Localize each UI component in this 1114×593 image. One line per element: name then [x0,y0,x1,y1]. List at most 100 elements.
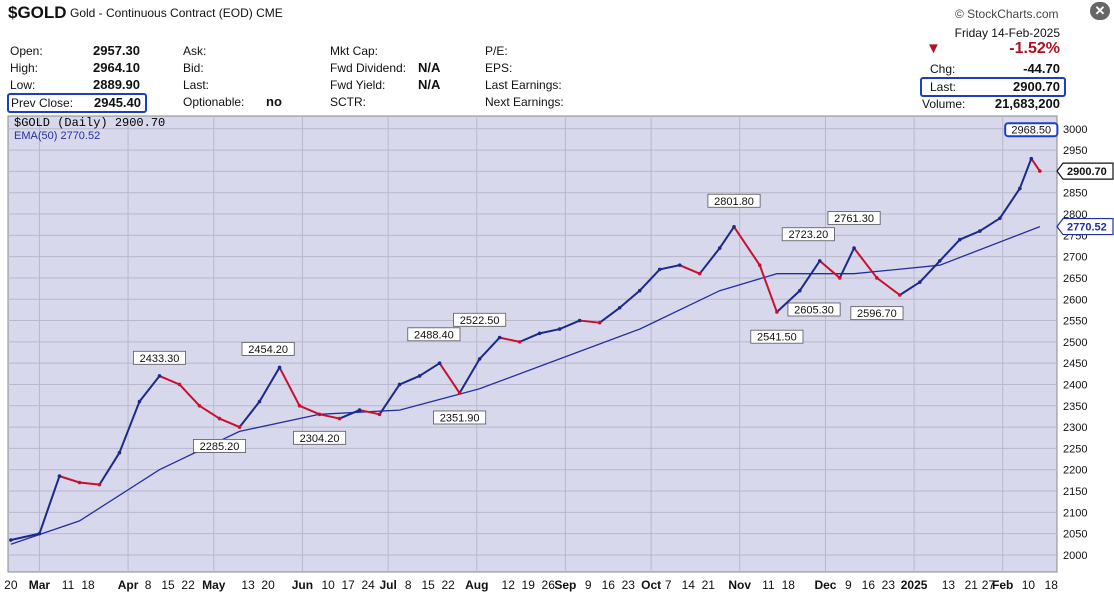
open-label: Open: [10,44,43,58]
price-point [157,374,162,378]
y-tick-label: 2300 [1063,422,1087,434]
pe-label: P/E: [485,44,508,58]
price-point [197,403,202,408]
fwd-yield-value: N/A [418,77,441,92]
x-tick-label: 17 [341,578,355,592]
price-segment [733,226,761,266]
price-point [577,318,582,323]
x-tick-label: Dec [814,578,836,592]
quote-panel: Open: 2957.30 High: 2964.10 Low: 2889.90… [7,25,1066,113]
price-point [417,374,422,378]
price-point [852,246,856,250]
x-tick-label: 12 [502,578,516,592]
x-tick-label: 21 [965,578,979,592]
price-point [317,412,322,417]
price-point [557,327,562,331]
x-tick-label: 20 [4,578,18,592]
x-tick-label: 8 [405,578,412,592]
x-tick-label: 9 [585,578,592,592]
grid-lines [8,128,1057,556]
last-price-tag-label: 2900.70 [1067,166,1107,178]
price-segment [258,366,281,403]
price-segment [1018,158,1033,189]
price-segment [238,400,261,428]
price-point [517,340,522,344]
low-value: 2889.90 [93,77,140,92]
price-layer [9,156,1042,542]
contract-description: Gold - Continuous Contract (EOD) [70,6,253,20]
optionable-label: Optionable: [183,95,245,109]
price-point [837,276,842,280]
price-segment [378,383,401,415]
x-tick-label: 9 [845,578,852,592]
x-tick-label: 23 [622,578,636,592]
price-segment [959,230,981,241]
price-segment [798,260,821,292]
price-point [57,474,62,478]
last-price-tag-box [1056,162,1114,180]
x-tick-label: 2025 [901,578,928,592]
price-point [97,482,102,487]
x-tick-label: 7 [665,578,672,592]
annotation-label: 2723.20 [788,229,828,241]
prev-close-label: Prev Close: [11,96,74,110]
annotation-box [433,410,487,425]
price-segment [219,417,240,429]
annotation-box [132,350,186,365]
price-segment [359,409,380,416]
annotation-label: 2968.50 [1011,125,1051,137]
x-tick-label: 18 [782,578,796,592]
prev-close-box: Prev Close: 2945.40 [7,93,147,113]
annotation-box [827,211,881,225]
price-segment [758,264,778,313]
price-point [637,288,642,293]
price-segment [499,336,520,343]
annotation-box [850,306,904,321]
x-tick-label: 13 [241,578,255,592]
price-point [732,225,736,229]
annotation-label: 2304.20 [300,433,340,445]
price-segment [619,289,641,309]
y-tick-label: 2950 [1063,145,1087,157]
price-segment [819,260,841,279]
x-tick-label: 13 [942,578,956,592]
price-point [817,259,822,263]
price-point [497,335,502,340]
symbol-description: Gold - Continuous Contract (EOD) CME [70,6,283,20]
price-point [477,357,482,361]
price-point [237,425,242,429]
price-segment [339,409,360,420]
mktcap-label: Mkt Cap: [330,44,379,58]
annotation-box [707,193,761,208]
price-point [357,408,362,412]
brand-link[interactable]: © StockCharts.com [955,7,1059,21]
price-point [377,412,382,417]
x-tick-label: 18 [1045,578,1059,592]
volume-value: 21,683,200 [994,96,1060,111]
price-point [77,480,82,485]
annotation-label: 2522.50 [460,315,500,327]
annotation-box [787,302,841,317]
legend-price: $GOLD (Daily) 2900.70 [14,116,165,130]
annotation-label: 2761.30 [834,213,874,225]
annotation-label: 2488.40 [414,329,454,341]
close-icon[interactable]: ✕ [1090,2,1110,20]
annotation-label: 2801.80 [714,196,754,208]
price-point [537,331,542,336]
x-tick-label: 15 [161,578,175,592]
plot-area [7,115,1058,573]
price-segment [59,475,80,484]
x-tick-label: 22 [181,578,195,592]
x-tick-label: 19 [522,578,536,592]
price-segment [178,383,201,407]
last-label: Last: [930,80,957,94]
price-segment [999,187,1021,219]
price-point [597,320,602,325]
price-segment [539,328,560,335]
y-axis: 2000 2050 2100 2150 2200 2250 2300 2350 2400 2450… [1056,124,1114,562]
price-segment [299,404,320,416]
x-tick-label: 15 [421,578,435,592]
y-tick-label: 2100 [1063,507,1087,519]
y-tick-label: 2850 [1063,188,1087,200]
